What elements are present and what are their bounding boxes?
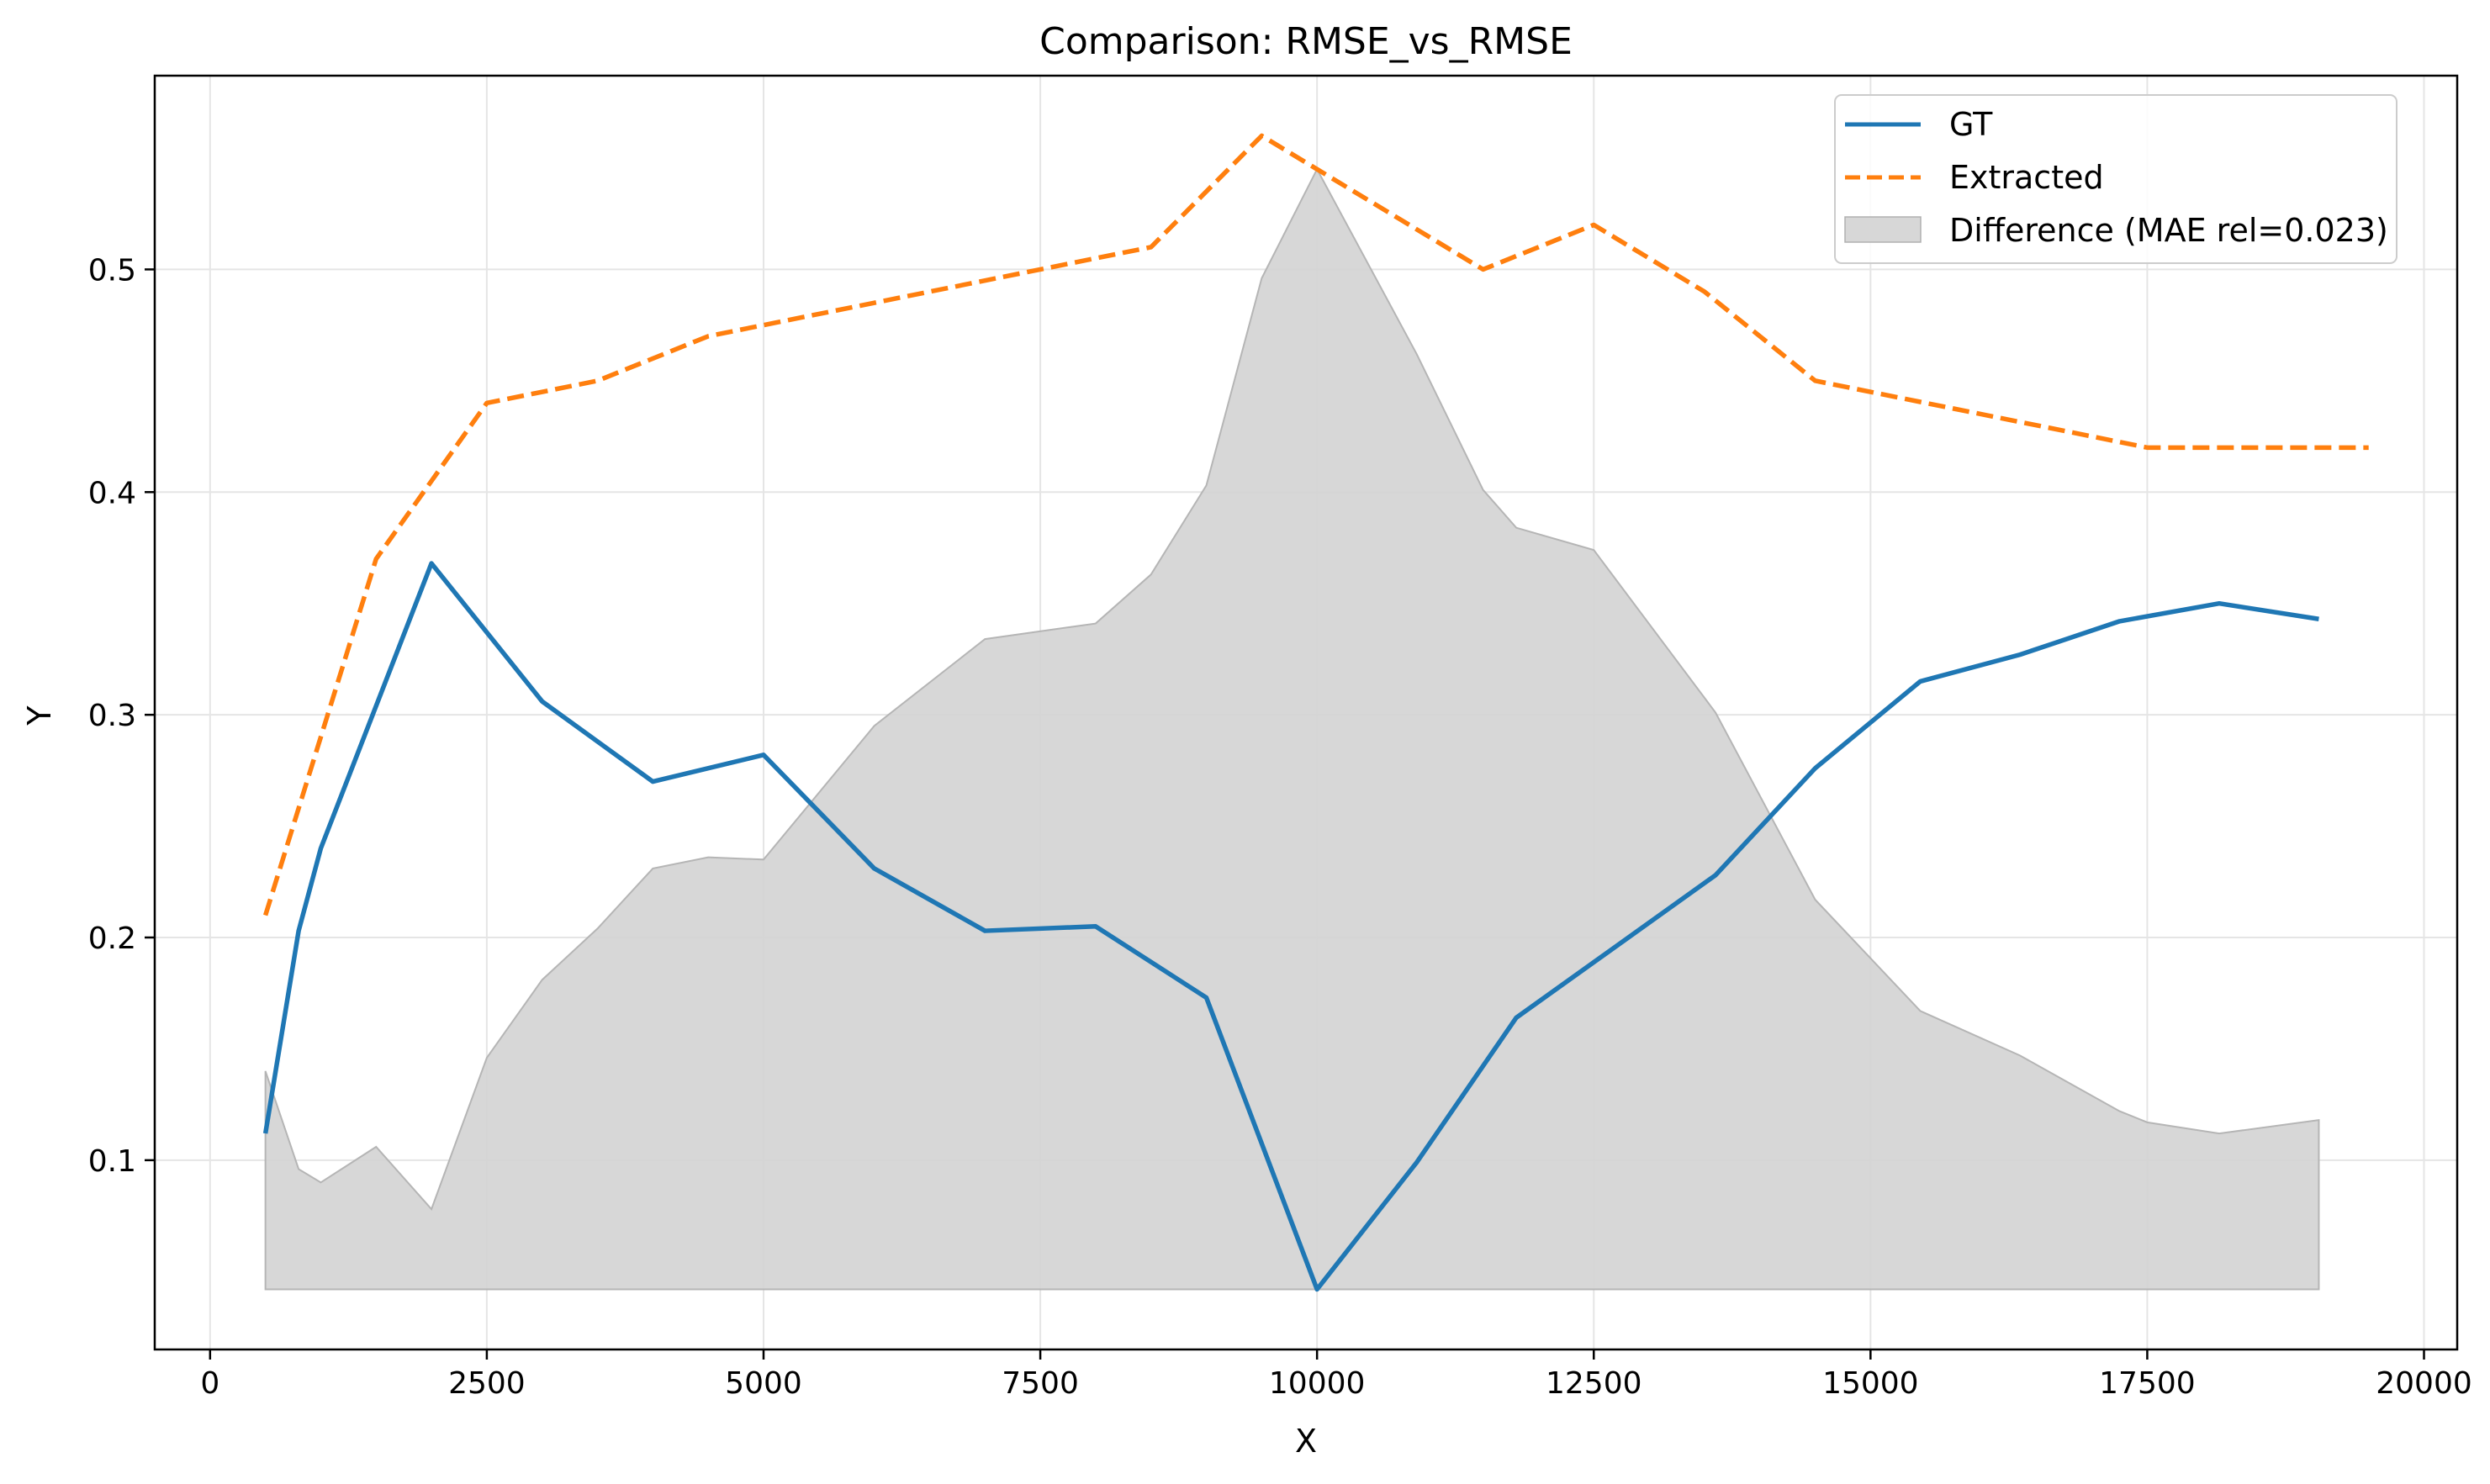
y-axis-label: Y bbox=[21, 705, 58, 726]
x-tick-label: 12500 bbox=[1546, 1366, 1642, 1401]
plot-area bbox=[153, 74, 2459, 1351]
x-tick-label: 0 bbox=[200, 1366, 219, 1401]
y-tick-label: 0.5 bbox=[88, 253, 136, 288]
legend: GT Extracted Difference (MAE rel=0.023) bbox=[1834, 94, 2397, 264]
legend-box bbox=[1834, 94, 2397, 264]
legend-label-difference: Difference (MAE rel=0.023) bbox=[1949, 212, 2388, 249]
x-axis-label: X bbox=[1295, 1423, 1317, 1460]
legend-label-gt: GT bbox=[1949, 106, 1993, 143]
difference-area bbox=[264, 167, 2320, 1291]
series-lines bbox=[262, 133, 2369, 1292]
x-axis-ticks: 0 2500 5000 7500 10000 12500 15000 17500 20000 bbox=[200, 1349, 2472, 1401]
legend-label-extracted: Extracted bbox=[1949, 159, 2104, 196]
y-tick-label: 0.4 bbox=[88, 476, 136, 510]
series-line-extracted bbox=[263, 133, 2369, 916]
y-tick-label: 0.2 bbox=[88, 922, 136, 956]
x-tick-label: 15000 bbox=[1822, 1366, 1919, 1401]
x-tick-label: 10000 bbox=[1269, 1366, 1366, 1401]
y-tick-label: 0.3 bbox=[88, 699, 136, 733]
series-line-gt bbox=[262, 561, 2319, 1292]
y-tick-label: 0.1 bbox=[88, 1144, 136, 1179]
x-tick-label: 7500 bbox=[1002, 1366, 1079, 1401]
y-axis-ticks: 0.1 0.2 0.3 0.4 0.5 bbox=[88, 253, 155, 1179]
difference-area-layer bbox=[264, 167, 2320, 1291]
legend-swatch-difference bbox=[1844, 216, 1922, 243]
x-tick-label: 5000 bbox=[725, 1366, 802, 1401]
chart-title: Comparison: RMSE_vs_RMSE bbox=[1039, 20, 1573, 63]
axes-frame bbox=[153, 74, 2459, 1351]
x-tick-label: 20000 bbox=[2376, 1366, 2472, 1401]
x-tick-label: 17500 bbox=[2099, 1366, 2196, 1401]
x-tick-label: 2500 bbox=[448, 1366, 526, 1401]
